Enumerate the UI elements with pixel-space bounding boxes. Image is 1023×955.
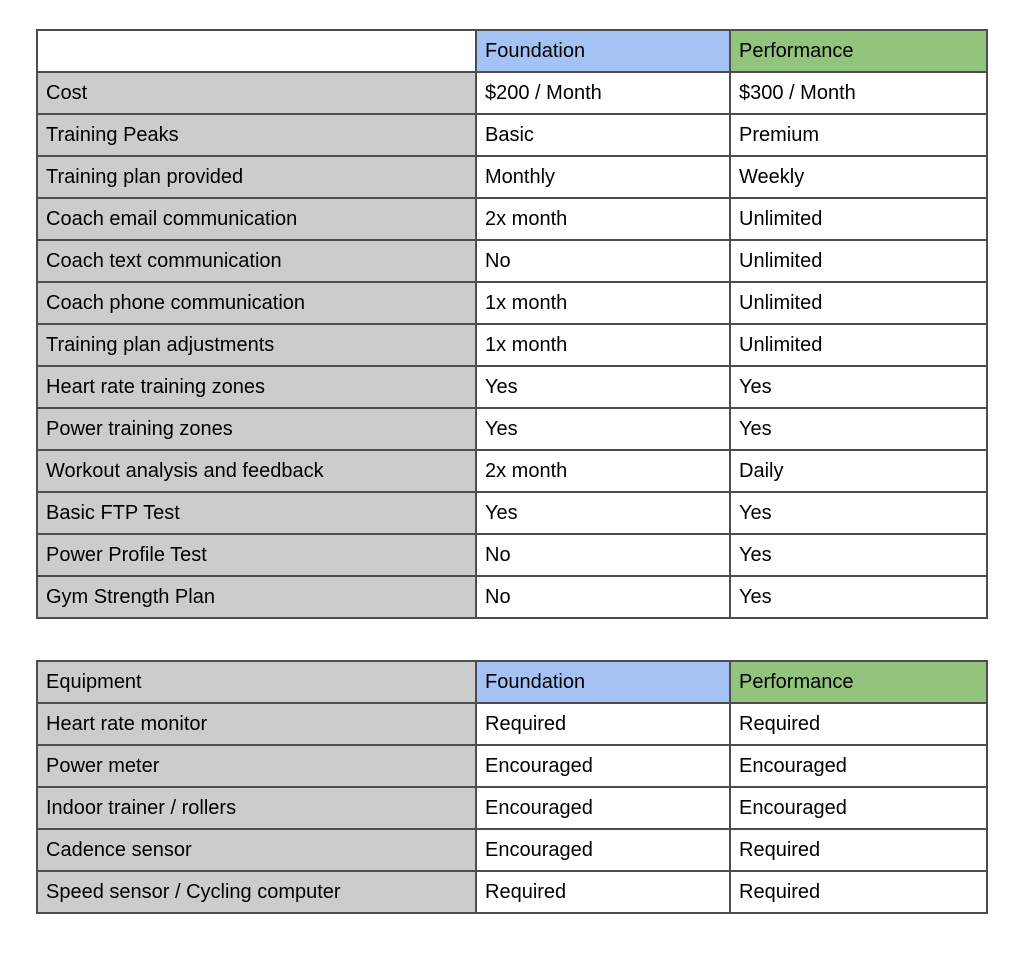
table-row: Training plan provided Monthly Weekly [36,155,988,199]
table-row: Basic FTP Test Yes Yes [36,491,988,535]
table-row: Coach email communication 2x month Unlimit… [36,197,988,241]
value-cell: Required [475,702,731,746]
row-label-cell: Heart rate monitor [36,702,477,746]
equipment-header-cell: Equipment [36,660,477,704]
value-cell: Encouraged [729,744,988,788]
table-row: Power Profile Test No Yes [36,533,988,577]
value-cell: Encouraged [475,744,731,788]
value-cell: $300 / Month [729,71,988,115]
value-cell: Encouraged [729,786,988,830]
row-label-cell: Training plan provided [36,155,477,199]
row-label-cell: Speed sensor / Cycling computer [36,870,477,914]
value-cell: Unlimited [729,323,988,367]
table-row: Workout analysis and feedback 2x month Dai… [36,449,988,493]
value-cell: $200 / Month [475,71,731,115]
value-cell: Yes [475,365,731,409]
value-cell: 1x month [475,323,731,367]
table-row: Power training zones Yes Yes [36,407,988,451]
value-cell: No [475,239,731,283]
value-cell: Yes [729,533,988,577]
performance-header-cell: Performance [729,29,988,73]
document-page: Foundation Performance Cost $200 / Month $… [36,29,988,914]
row-label-cell: Cadence sensor [36,828,477,872]
row-label-cell: Coach phone communication [36,281,477,325]
row-label-cell: Coach text communication [36,239,477,283]
row-label-cell: Power Profile Test [36,533,477,577]
value-cell: Yes [475,491,731,535]
row-label-cell: Training Peaks [36,113,477,157]
plans-comparison-table: Foundation Performance Cost $200 / Month $… [36,29,988,619]
value-cell: Required [475,870,731,914]
value-cell: No [475,533,731,577]
table-row: Cadence sensor Encouraged Required [36,828,988,872]
value-cell: 2x month [475,197,731,241]
value-cell: Basic [475,113,731,157]
row-label-cell: Training plan adjustments [36,323,477,367]
value-cell: 1x month [475,281,731,325]
table-row: Heart rate training zones Yes Yes [36,365,988,409]
value-cell: Yes [729,491,988,535]
value-cell: Required [729,702,988,746]
value-cell: Weekly [729,155,988,199]
row-label-cell: Gym Strength Plan [36,575,477,619]
value-cell: Yes [729,575,988,619]
table-row: Speed sensor / Cycling computer Required R… [36,870,988,914]
row-label-cell: Coach email communication [36,197,477,241]
table-row: Indoor trainer / rollers Encouraged Encour… [36,786,988,830]
row-label-cell: Power meter [36,744,477,788]
plans-table-body: Cost $200 / Month $300 / Month Training Pea… [36,71,988,619]
value-cell: Yes [475,407,731,451]
table-row: Training plan adjustments 1x month Unlimit… [36,323,988,367]
table-row: Coach text communication No Unlimited [36,239,988,283]
row-label-cell: Workout analysis and feedback [36,449,477,493]
plans-header-row: Foundation Performance [36,29,988,73]
value-cell: Required [729,828,988,872]
table-row: Cost $200 / Month $300 / Month [36,71,988,115]
value-cell: Unlimited [729,239,988,283]
value-cell: Encouraged [475,786,731,830]
table-row: Training Peaks Basic Premium [36,113,988,157]
value-cell: Unlimited [729,281,988,325]
table-row: Heart rate monitor Required Required [36,702,988,746]
blank-header-cell [36,29,477,73]
performance-header-cell: Performance [729,660,988,704]
value-cell: Encouraged [475,828,731,872]
value-cell: Daily [729,449,988,493]
equipment-header-row: Equipment Foundation Performance [36,660,988,704]
value-cell: Required [729,870,988,914]
equipment-table-body: Heart rate monitor Required Required Power … [36,702,988,914]
foundation-header-cell: Foundation [475,660,731,704]
row-label-cell: Indoor trainer / rollers [36,786,477,830]
value-cell: Premium [729,113,988,157]
value-cell: Yes [729,365,988,409]
table-row: Power meter Encouraged Encouraged [36,744,988,788]
row-label-cell: Power training zones [36,407,477,451]
value-cell: Monthly [475,155,731,199]
row-label-cell: Cost [36,71,477,115]
equipment-table: Equipment Foundation Performance Heart r… [36,660,988,914]
table-row: Coach phone communication 1x month Unlimit… [36,281,988,325]
value-cell: Yes [729,407,988,451]
row-label-cell: Heart rate training zones [36,365,477,409]
foundation-header-cell: Foundation [475,29,731,73]
value-cell: 2x month [475,449,731,493]
table-row: Gym Strength Plan No Yes [36,575,988,619]
value-cell: No [475,575,731,619]
value-cell: Unlimited [729,197,988,241]
row-label-cell: Basic FTP Test [36,491,477,535]
